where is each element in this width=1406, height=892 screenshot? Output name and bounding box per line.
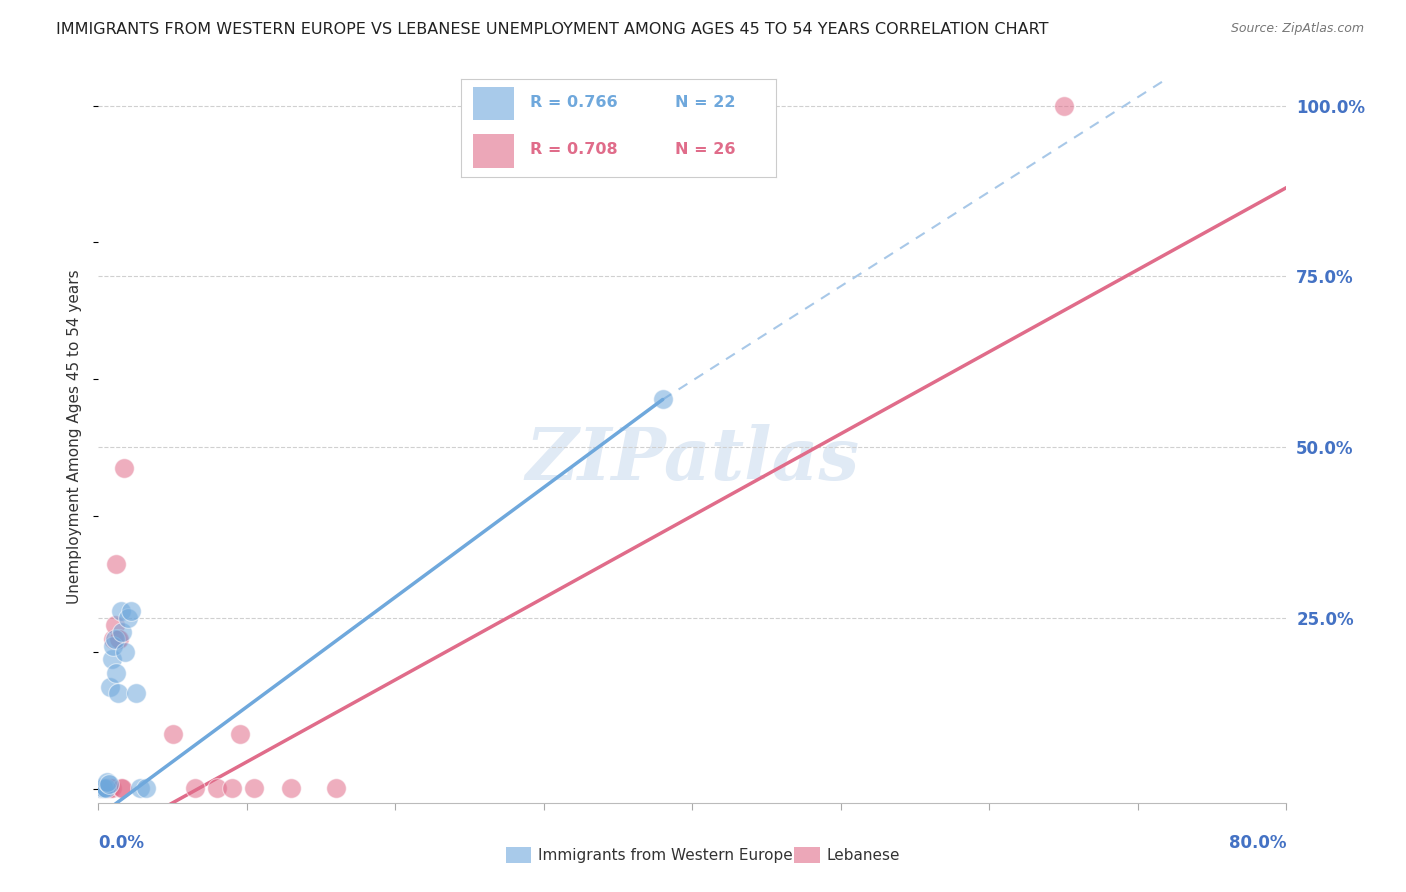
Point — [98, 680, 121, 694]
Point — [97, 780, 120, 795]
Text: 0.0%: 0.0% — [98, 834, 145, 852]
Point — [111, 624, 134, 639]
Point — [90, 780, 112, 795]
Text: Lebanese: Lebanese — [827, 848, 900, 863]
Point — [103, 632, 125, 646]
Point — [103, 639, 125, 653]
Text: ZIPatlas: ZIPatlas — [526, 424, 859, 494]
Point — [96, 775, 118, 789]
Point — [98, 780, 121, 795]
Point — [93, 780, 115, 795]
Point — [280, 780, 302, 795]
Point — [105, 557, 128, 571]
Point — [135, 780, 157, 795]
Point — [117, 611, 139, 625]
Text: IMMIGRANTS FROM WESTERN EUROPE VS LEBANESE UNEMPLOYMENT AMONG AGES 45 TO 54 YEAR: IMMIGRANTS FROM WESTERN EUROPE VS LEBANE… — [56, 22, 1049, 37]
Point — [129, 780, 152, 795]
Point — [243, 780, 266, 795]
Point — [651, 392, 673, 407]
Point — [89, 780, 111, 795]
Point — [91, 780, 114, 795]
Point — [94, 780, 117, 795]
Point — [228, 727, 250, 741]
Point — [1053, 98, 1076, 112]
Point — [114, 645, 136, 659]
Point — [111, 780, 134, 795]
Point — [112, 460, 135, 475]
Point — [90, 780, 112, 795]
Point — [104, 618, 127, 632]
Y-axis label: Unemployment Among Ages 45 to 54 years: Unemployment Among Ages 45 to 54 years — [67, 269, 83, 605]
Point — [89, 780, 111, 795]
Point — [97, 777, 120, 791]
Point — [110, 604, 132, 618]
Point — [91, 780, 114, 795]
Point — [120, 604, 142, 618]
Point — [221, 780, 243, 795]
Text: Immigrants from Western Europe: Immigrants from Western Europe — [538, 848, 793, 863]
Point — [107, 632, 129, 646]
Point — [93, 780, 115, 795]
Point — [101, 780, 124, 795]
Point — [94, 780, 117, 795]
Text: Source: ZipAtlas.com: Source: ZipAtlas.com — [1230, 22, 1364, 36]
Point — [108, 632, 131, 646]
Point — [184, 780, 207, 795]
Point — [107, 686, 129, 700]
Point — [162, 727, 184, 741]
Text: 80.0%: 80.0% — [1229, 834, 1286, 852]
Point — [96, 780, 118, 795]
Point — [101, 652, 124, 666]
Point — [207, 780, 229, 795]
Point — [105, 665, 128, 680]
Point — [325, 780, 347, 795]
Point — [110, 780, 132, 795]
Point — [104, 632, 127, 646]
Point — [124, 686, 146, 700]
